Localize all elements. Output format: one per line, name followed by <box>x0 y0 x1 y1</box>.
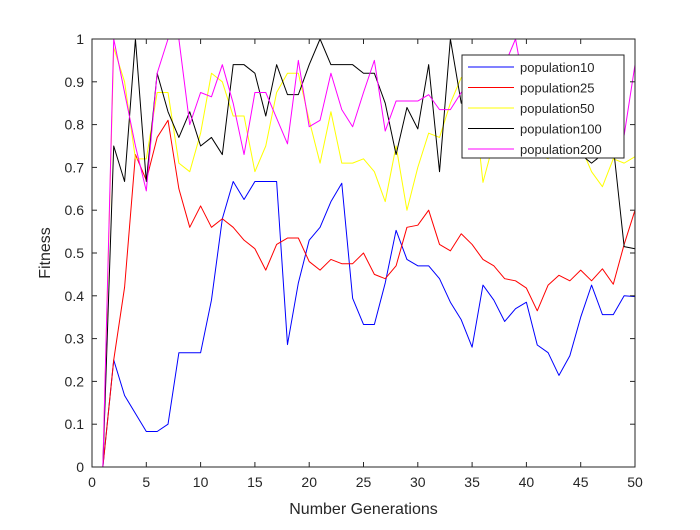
legend: population10 population25 population50 popu… <box>461 54 625 159</box>
x-axis-ticks: 0 5 10 15 20 25 30 35 40 45 50 <box>88 39 643 490</box>
legend-label-population200: population200 <box>520 142 602 157</box>
y-tick-label: 0.7 <box>65 159 85 175</box>
legend-box <box>461 54 625 159</box>
series-line-population25 <box>102 119 636 468</box>
y-tick-label: 0.4 <box>65 288 85 304</box>
x-tick-label: 45 <box>573 474 589 490</box>
x-tick-label: 10 <box>193 474 209 490</box>
x-tick-label: 30 <box>410 474 426 490</box>
legend-label-population25: population25 <box>520 81 594 96</box>
x-tick-label: 15 <box>247 474 263 490</box>
y-tick-label: 0.6 <box>65 202 85 218</box>
legend-label-population50: population50 <box>520 101 594 116</box>
y-tick-label: 0.3 <box>65 331 85 347</box>
series-line-population10 <box>102 181 636 468</box>
x-tick-label: 50 <box>627 474 643 490</box>
x-tick-label: 35 <box>464 474 480 490</box>
y-tick-label: 0.2 <box>65 373 85 389</box>
y-tick-label: 0 <box>76 459 84 475</box>
x-tick-label: 40 <box>519 474 535 490</box>
y-axis-label: Fitness <box>37 227 54 279</box>
y-tick-label: 0.9 <box>65 74 85 90</box>
y-tick-label: 0.1 <box>65 416 85 432</box>
x-axis-label: Number Generations <box>289 501 438 518</box>
y-axis-ticks: 0 0.1 0.2 0.3 0.4 0.5 0.6 0.7 0.8 0.9 1 <box>65 31 635 475</box>
x-tick-label: 5 <box>142 474 150 490</box>
y-tick-label: 1 <box>76 31 84 47</box>
y-tick-label: 0.5 <box>65 245 85 261</box>
x-tick-label: 0 <box>88 474 96 490</box>
y-tick-label: 0.8 <box>65 117 85 133</box>
legend-label-population100: population100 <box>520 122 602 137</box>
x-tick-label: 25 <box>356 474 372 490</box>
legend-label-population10: population10 <box>520 60 594 75</box>
x-tick-label: 20 <box>301 474 317 490</box>
